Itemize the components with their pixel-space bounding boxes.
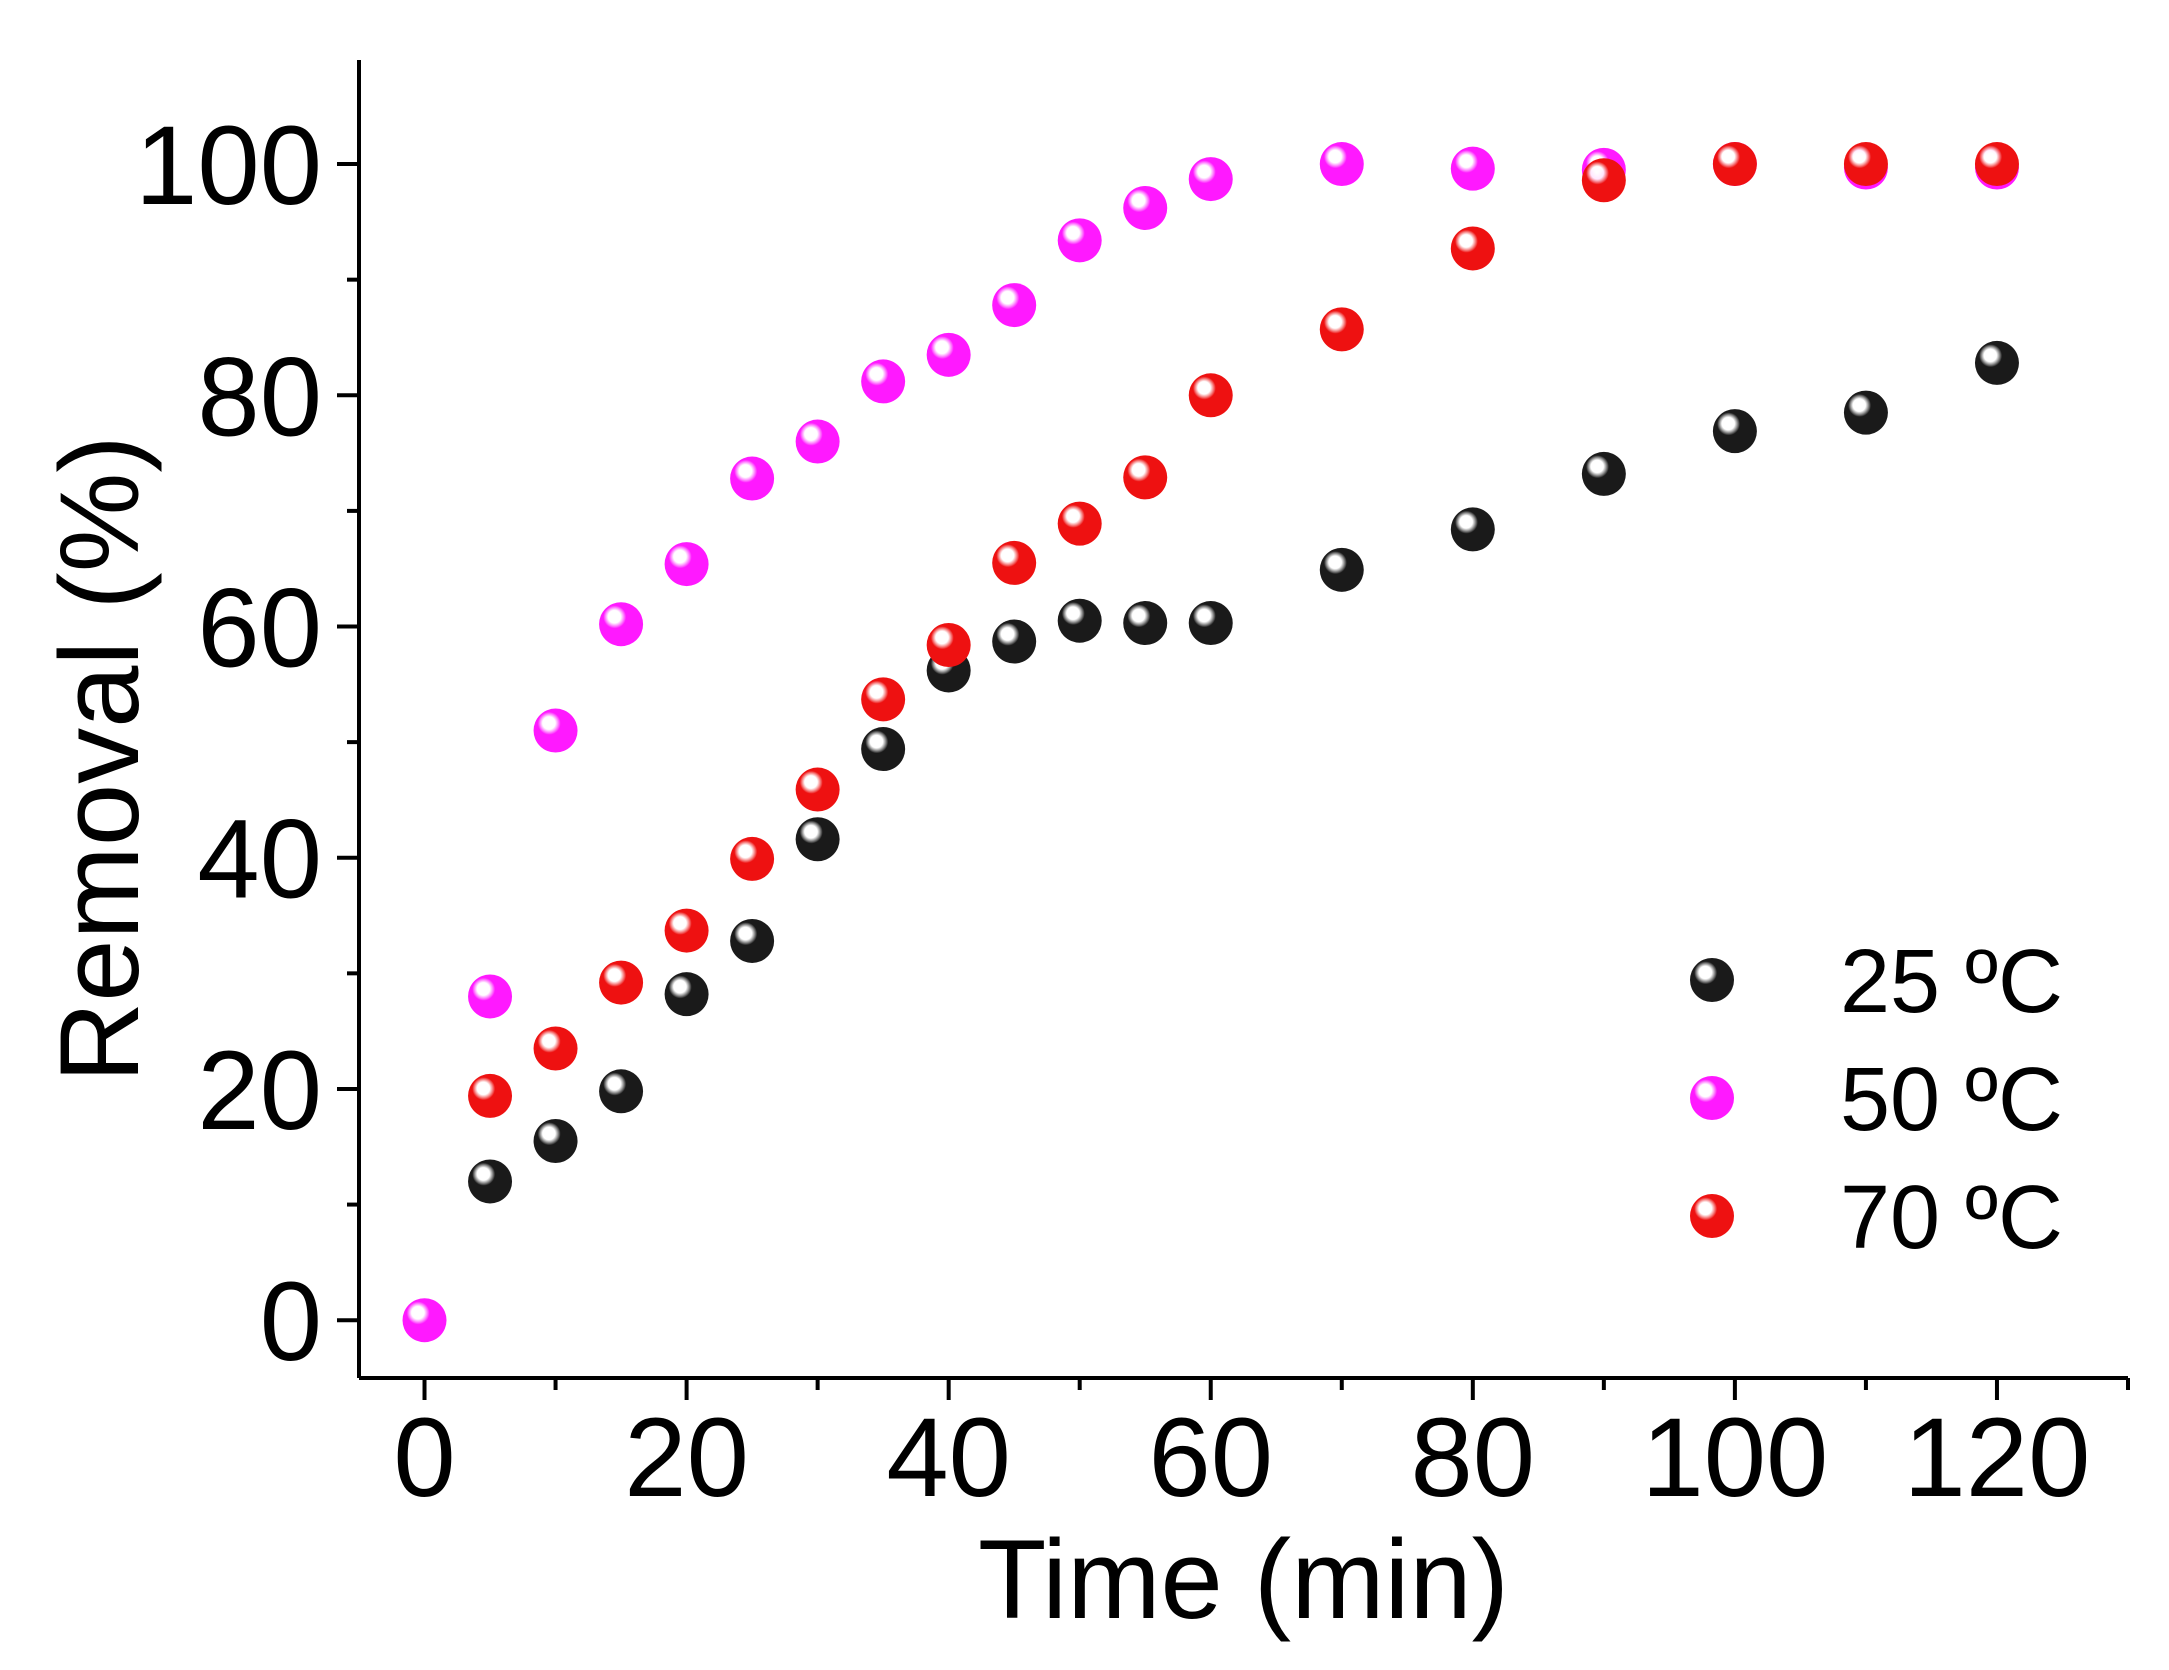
- series-2: [402, 142, 2019, 1343]
- data-point: [992, 283, 1037, 328]
- x-tick-label: 40: [886, 1395, 1011, 1520]
- legend-marker: [1690, 1194, 1734, 1238]
- x-tick-label: 20: [624, 1395, 749, 1520]
- data-point: [1843, 390, 1888, 435]
- data-point: [926, 332, 971, 377]
- data-point: [1319, 142, 1364, 187]
- data-point: [730, 918, 775, 963]
- legend-label: 50 ºC: [1840, 1050, 2063, 1150]
- data-point: [1450, 226, 1495, 271]
- data-point: [1123, 455, 1168, 500]
- data-point: [664, 972, 709, 1017]
- data-point: [992, 619, 1037, 664]
- data-point: [1450, 146, 1495, 191]
- data-point: [795, 817, 840, 862]
- data-point: [1581, 158, 1626, 203]
- data-point: [861, 359, 906, 404]
- y-tick-label: 60: [197, 566, 322, 691]
- data-point: [1319, 307, 1364, 352]
- data-point: [1057, 218, 1102, 263]
- x-axis-title: Time (min): [978, 1517, 1509, 1642]
- data-point: [1450, 507, 1495, 552]
- data-point: [1057, 598, 1102, 643]
- data-point: [664, 542, 709, 587]
- data-point: [1123, 601, 1168, 646]
- legend-label: 70 ºC: [1840, 1168, 2063, 1268]
- data-point: [664, 908, 709, 953]
- data-point: [1712, 142, 1757, 187]
- data-point: [1974, 340, 2019, 385]
- data-point: [599, 1069, 644, 1114]
- data-point: [599, 960, 644, 1005]
- data-point: [468, 1073, 513, 1118]
- x-tick-label: 100: [1641, 1395, 1828, 1520]
- legend-marker: [1690, 1076, 1734, 1120]
- data-point: [402, 1298, 447, 1343]
- data-point: [1712, 409, 1757, 454]
- tick-labels: 0 20 40 60 80 100 120 0 20 40 60 80 100: [135, 103, 2090, 1520]
- data-point: [926, 623, 971, 668]
- data-point: [861, 727, 906, 772]
- data-point: [1188, 157, 1233, 202]
- data-point: [795, 419, 840, 464]
- data-point: [468, 1159, 513, 1204]
- y-tick-label: 0: [260, 1259, 322, 1384]
- x-tick-label: 0: [393, 1395, 455, 1520]
- data-point: [1843, 142, 1888, 187]
- data-point: [1188, 373, 1233, 418]
- data-point: [533, 1026, 578, 1071]
- data-point: [730, 456, 775, 501]
- data-point: [1319, 547, 1364, 592]
- y-tick-label: 20: [197, 1028, 322, 1153]
- data-point: [1188, 601, 1233, 646]
- data-point: [533, 708, 578, 753]
- series-1: [468, 340, 2019, 1204]
- data-point: [992, 540, 1037, 585]
- ticks: [337, 162, 2130, 1400]
- y-tick-label: 100: [135, 103, 322, 228]
- data-point: [1123, 185, 1168, 230]
- data-point: [1974, 142, 2019, 187]
- y-tick-label: 80: [197, 334, 322, 459]
- x-tick-label: 120: [1904, 1395, 2091, 1520]
- y-tick-label: 40: [197, 797, 322, 922]
- data-point: [1057, 501, 1102, 546]
- legend-marker: [1690, 958, 1734, 1002]
- data-point: [795, 767, 840, 812]
- data-point: [533, 1118, 578, 1163]
- data-points: [402, 142, 2019, 1343]
- x-tick-label: 80: [1411, 1395, 1536, 1520]
- data-point: [468, 974, 513, 1019]
- series-3: [468, 142, 2019, 1118]
- y-axis-title: Removal (%): [37, 435, 162, 1082]
- legend: 25 ºC 50 ºC 70 ºC: [1690, 932, 2063, 1268]
- legend-label: 25 ºC: [1840, 932, 2063, 1032]
- data-point: [599, 602, 644, 647]
- data-point: [730, 836, 775, 881]
- data-point: [1581, 451, 1626, 496]
- data-point: [861, 677, 906, 722]
- x-tick-label: 60: [1148, 1395, 1273, 1520]
